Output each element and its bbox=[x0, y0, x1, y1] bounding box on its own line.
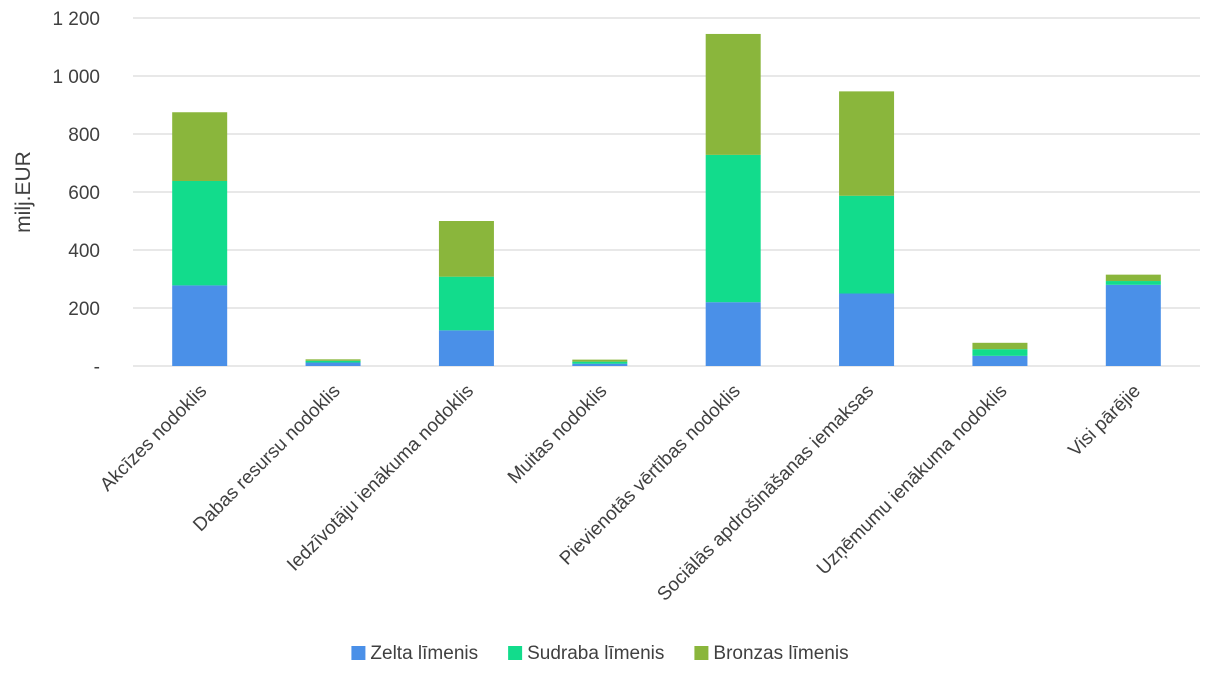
bar-segment bbox=[572, 359, 628, 362]
y-tick-label: 600 bbox=[68, 183, 100, 204]
bar-segment bbox=[438, 276, 494, 331]
bar-segment bbox=[705, 154, 761, 303]
bar-segment bbox=[1105, 284, 1161, 366]
legend: Zelta līmenis Sudraba līmenis Bronzas līme… bbox=[351, 643, 849, 664]
y-tick-label: 1 200 bbox=[52, 9, 100, 30]
bar-segment bbox=[172, 112, 228, 181]
bar-segment bbox=[572, 363, 628, 366]
legend-swatch bbox=[351, 646, 366, 660]
legend-label: Sudraba līmenis bbox=[527, 643, 664, 664]
bar-segment bbox=[705, 33, 761, 155]
x-category-label: Dabas resursu nodoklis bbox=[189, 381, 344, 536]
bar-segment bbox=[305, 359, 361, 361]
x-category-label: Muitas nodoklis bbox=[504, 381, 611, 488]
y-tick-label: - bbox=[94, 357, 100, 378]
legend-swatch bbox=[694, 646, 709, 660]
bar-segment bbox=[572, 361, 628, 364]
bar-segment bbox=[839, 195, 895, 294]
legend-swatch bbox=[508, 646, 523, 660]
bar-segment bbox=[972, 349, 1028, 356]
gridlines bbox=[133, 17, 1200, 367]
bar-segment bbox=[1105, 274, 1161, 282]
legend-item: Sudraba līmenis bbox=[508, 643, 664, 664]
legend-item: Bronzas līmenis bbox=[694, 643, 849, 664]
y-tick-label: 800 bbox=[68, 125, 100, 146]
x-category-label: Visi pārējie bbox=[1065, 381, 1145, 461]
y-axis-ticks: - 200 400 600 800 1 000 1 200 bbox=[52, 9, 100, 378]
bar-segment bbox=[839, 91, 895, 196]
bar-segment bbox=[438, 330, 494, 366]
bar-segment bbox=[972, 355, 1028, 366]
legend-item: Zelta līmenis bbox=[351, 643, 478, 664]
bars bbox=[172, 33, 1161, 366]
bar-segment bbox=[1105, 281, 1161, 285]
legend-label: Bronzas līmenis bbox=[713, 643, 848, 664]
bar-segment bbox=[305, 360, 361, 363]
y-tick-label: 1 000 bbox=[52, 67, 100, 88]
bar-segment bbox=[172, 180, 228, 286]
bar-segment bbox=[705, 302, 761, 366]
y-axis-label: milj.EUR bbox=[12, 151, 35, 233]
bar-segment bbox=[839, 293, 895, 366]
bar-segment bbox=[172, 285, 228, 366]
x-category-label: Sociālās apdrošināšanas iemaksas bbox=[653, 381, 878, 606]
x-category-label: Akcīzes nodoklis bbox=[96, 381, 211, 496]
bar-segment bbox=[305, 362, 361, 366]
bar-segment bbox=[972, 342, 1028, 350]
bar-segment bbox=[438, 221, 494, 277]
legend-label: Zelta līmenis bbox=[370, 643, 478, 664]
y-tick-label: 400 bbox=[68, 241, 100, 262]
y-tick-label: 200 bbox=[68, 299, 100, 320]
